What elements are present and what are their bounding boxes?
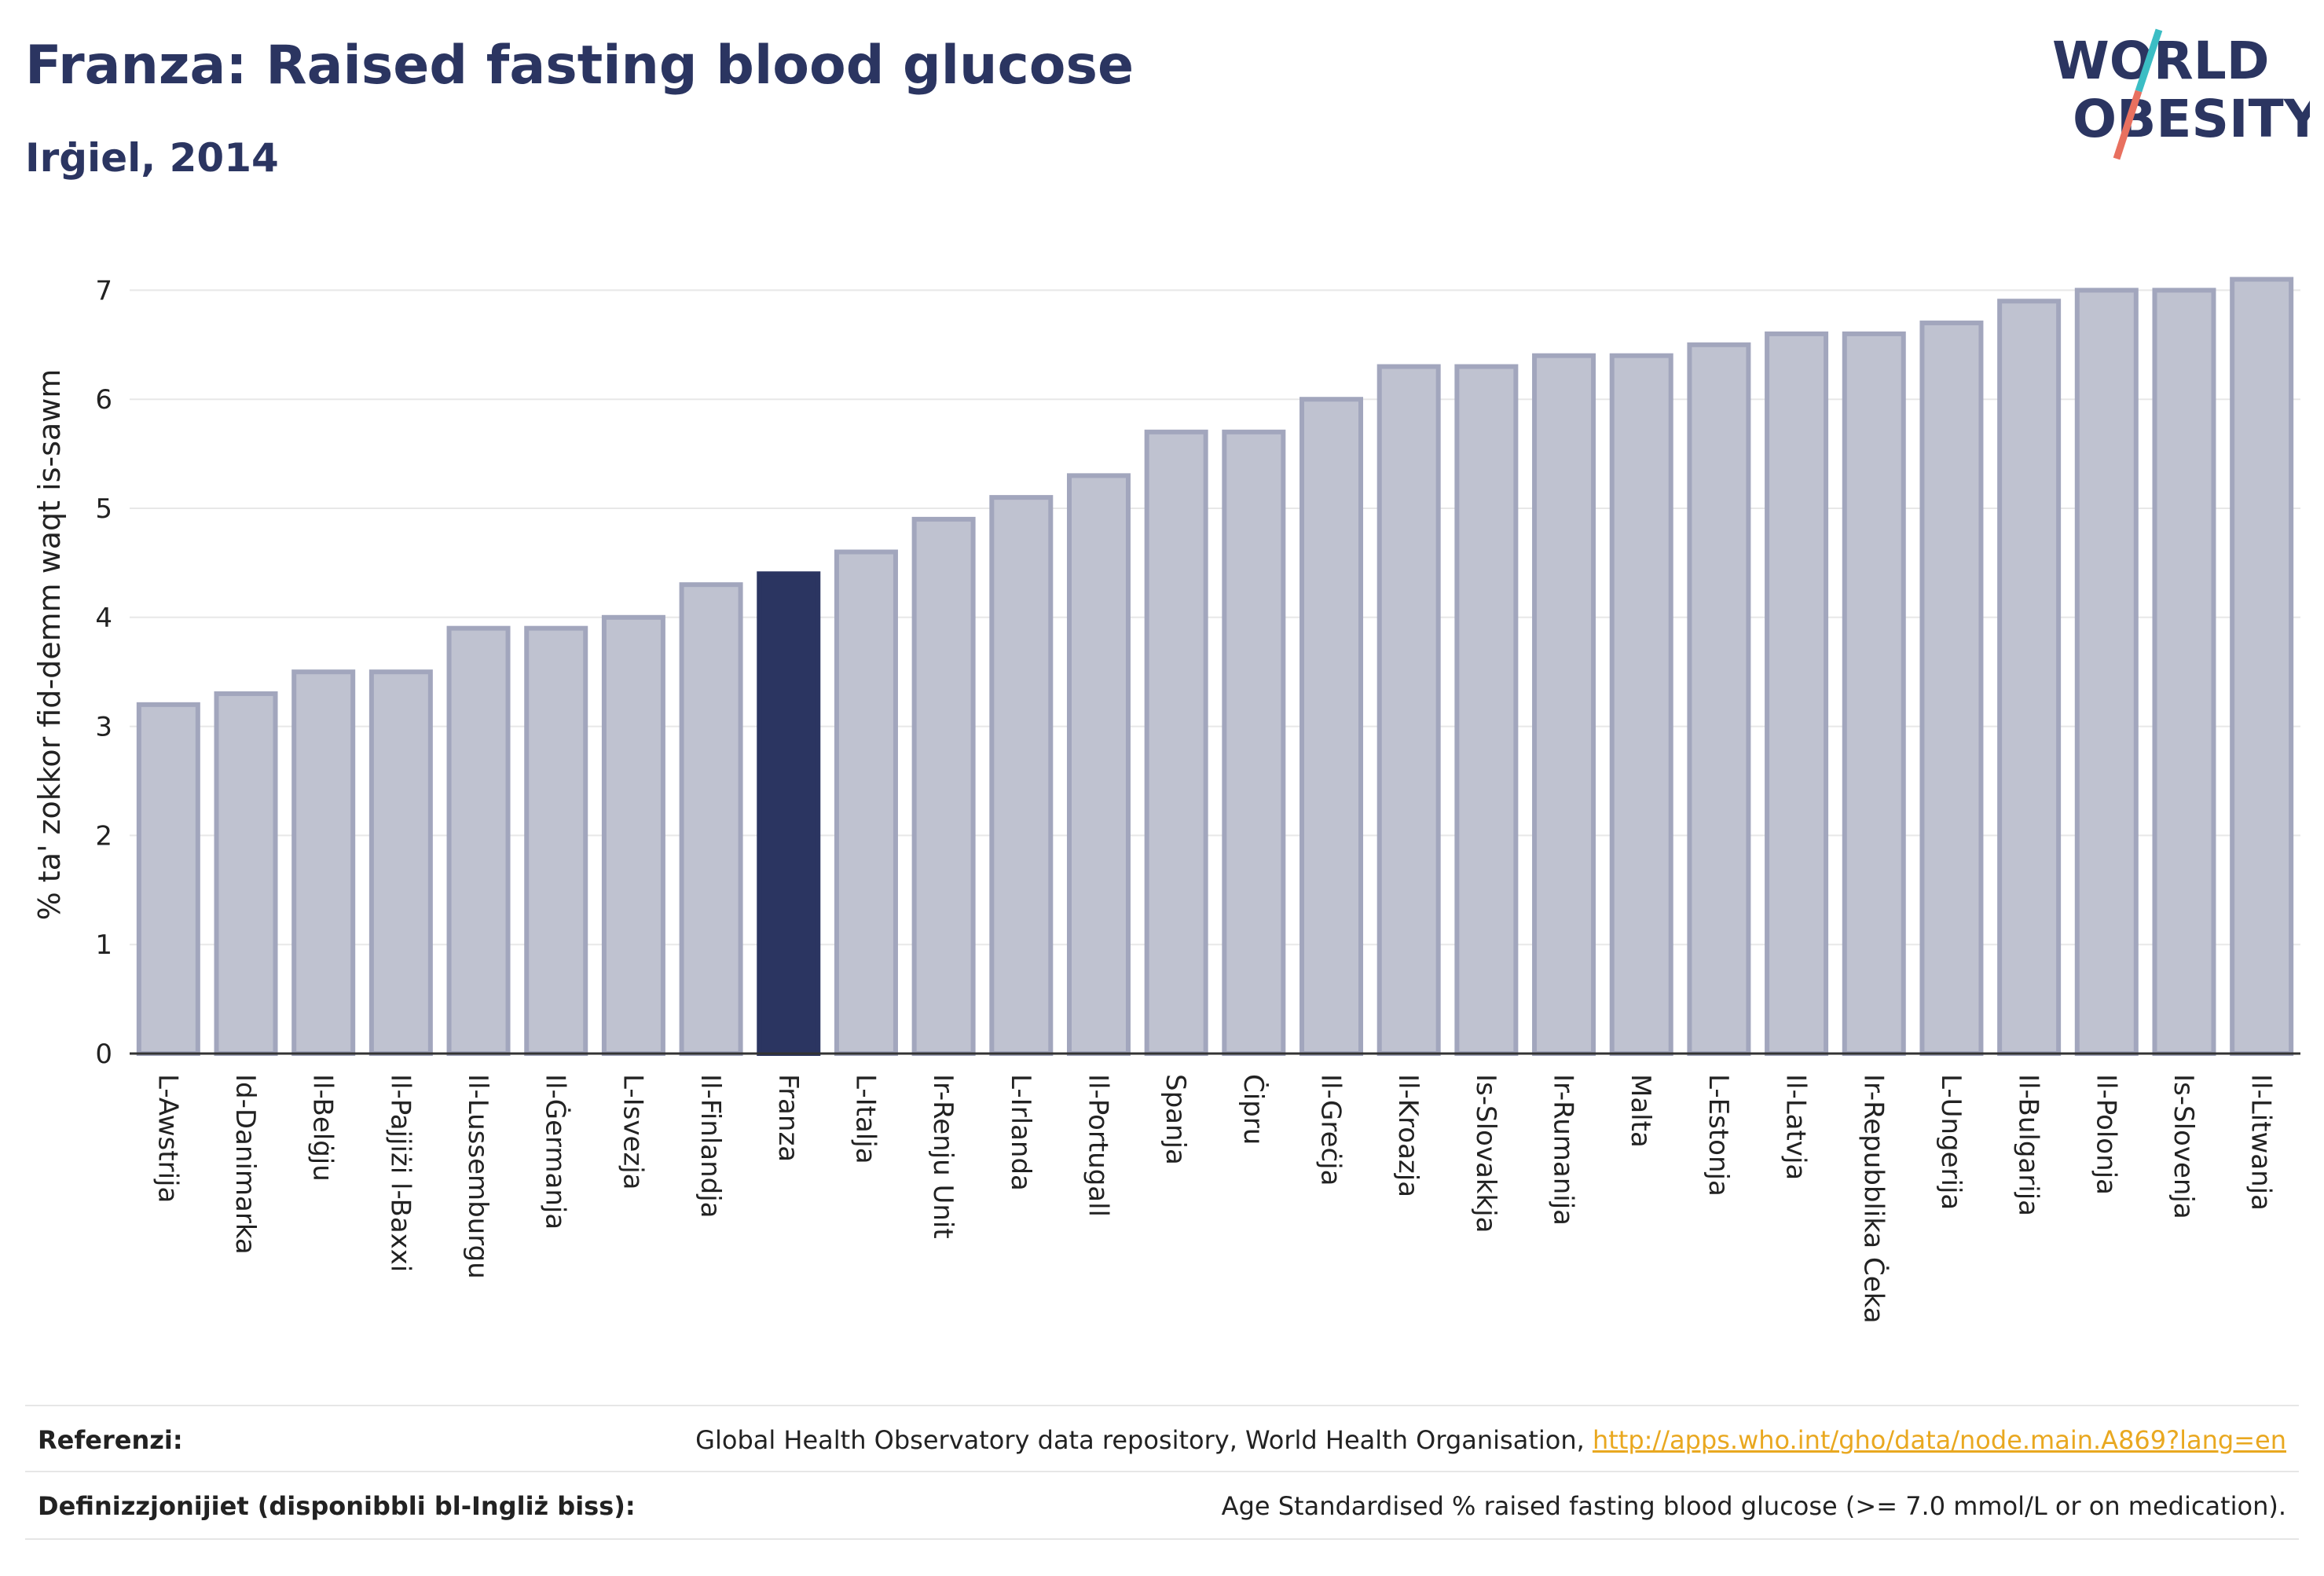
x-tick-label: L-Irlanda [1005,1074,1036,1191]
x-tick-label: Il-Greċja [1315,1074,1347,1186]
x-tick-label: Spanja [1160,1074,1191,1165]
bar [1842,331,1906,1057]
x-tick-label: Il-Belġju [307,1074,339,1182]
world-obesity-logo: WORLD OBESITY [2052,28,2310,160]
bar [214,691,278,1057]
x-tick-label: Il-Finlandja [695,1074,726,1219]
definition-value: Age Standardised % raised fasting blood … [1221,1491,2286,1521]
bar [834,549,898,1056]
bar [2074,288,2139,1056]
x-tick-label: Ċipru [1237,1074,1270,1145]
bar [1376,364,1441,1056]
y-tick-label: 6 [95,384,112,416]
x-tick-label: L-Ungerija [1935,1074,1967,1210]
bar [291,669,356,1056]
bar [911,516,976,1056]
bar [524,625,588,1056]
bar [1454,364,1519,1056]
x-tick-label: Il-Lussemburgu [462,1074,493,1279]
y-tick-label: 1 [95,929,112,961]
bar [1222,429,1286,1056]
y-tick-label: 7 [95,275,112,306]
x-tick-label: L-Italja [849,1074,881,1164]
logo-slash-teal [2135,28,2163,93]
reference-text: Global Health Observatory data repositor… [695,1425,1585,1455]
chart-title: Franza: Raised fasting blood glucose [25,35,1135,97]
x-tick-label: L-Isvezja [617,1074,648,1190]
bar [2230,277,2294,1056]
logo-text-obesity: OBESITY [2073,89,2310,149]
bar [446,625,511,1056]
x-tick-label: Is-Slovenja [2168,1074,2199,1219]
x-tick-label: Ir-Rumanija [1548,1074,1579,1226]
bar [136,702,200,1057]
y-tick-label: 5 [95,493,112,525]
x-tick-label: Il-Litwanja [2245,1074,2277,1211]
x-tick-label: Il-Polonja [2090,1074,2121,1195]
bar [1997,299,2062,1056]
x-tick-label: Is-Slovakkja [1470,1074,1501,1233]
bar-chart: 0 1 2 3 4 5 6 7 % ta' zokkor fid-demm waqt is-sa… [32,275,2300,1324]
bar [1919,321,1984,1057]
logo-slash-red [2113,90,2143,160]
reference-link[interactable]: http://apps.who.int/gho/data/node.main.A… [1592,1425,2286,1455]
x-tick-label: Il-Kroazja [1392,1074,1424,1197]
x-tick-label: Id-Danimarka [229,1074,261,1255]
bar [1765,331,1829,1057]
x-tick-label: Il-Bulgarija [2013,1074,2044,1216]
definition-label: Definizzjonijiet (disponibbli bl-Ingliż … [38,1491,636,1521]
x-tick-label: Il-Ġermanja [540,1074,572,1230]
chart-subtitle: Irġiel, 2014 [25,135,279,181]
x-tick-label: L-Awstrija [152,1074,183,1203]
y-tick-label: 3 [95,712,112,743]
x-tick-label: Il-Portugall [1082,1074,1113,1217]
bar [368,669,433,1056]
y-tick-label: 2 [95,820,112,852]
bar [679,582,743,1056]
x-tick-label: Il-Latvja [1780,1074,1812,1180]
bar [1532,353,1596,1056]
bar [1687,342,1751,1056]
x-tick-label: Franza [772,1074,804,1162]
bar [989,495,1054,1056]
x-tick-label: Il-Pajjiżi l-Baxxi [384,1074,416,1272]
reference-value: Global Health Observatory data repositor… [695,1425,2286,1455]
y-axis-title: % ta' zokkor fid-demm waqt is-sawm [32,369,67,921]
bar [601,614,665,1056]
x-tick-label: L-Estonja [1703,1074,1734,1197]
definition-row: Definizzjonijiet (disponibbli bl-Ingliż … [25,1471,2299,1538]
x-tick-label: Ir-Repubblika Ċeka [1857,1074,1890,1324]
y-tick-label: 4 [95,603,112,634]
reference-label: Referenzi: [38,1425,183,1455]
logo-text-world: WORLD [2052,31,2270,91]
bar [1066,473,1131,1056]
x-tick-label: Ir-Renju Unit [927,1074,959,1239]
bar [1299,397,1364,1056]
y-tick-label: 0 [95,1039,112,1070]
reference-row: Referenzi: Global Health Observatory dat… [25,1405,2299,1472]
bar-highlight [757,571,821,1056]
x-tick-label: Malta [1625,1074,1656,1148]
bar [1144,429,1208,1056]
footer-divider [25,1538,2299,1540]
bar [1609,353,1673,1056]
bar [2152,288,2216,1056]
